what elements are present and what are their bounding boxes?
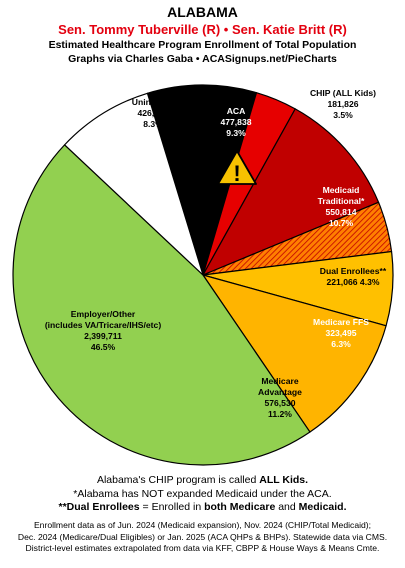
footer-line-2: Dec. 2024 (Medicare/Dual Eligibles) or J…: [17, 531, 388, 542]
notes: Alabama's CHIP program is called ALL Kid…: [0, 474, 405, 515]
slice-label-aca: ACA 477,838 9.3%: [220, 106, 251, 138]
state-title: ALABAMA: [167, 4, 238, 20]
medicaid-note: *Alabama has NOT expanded Medicaid under…: [73, 487, 332, 500]
dual-and: and: [278, 501, 296, 513]
slice-label-medicaid: Medicaid Traditional* 550,814 10.7%: [318, 185, 365, 228]
warning-triangle-icon: !: [217, 150, 257, 186]
slice-label-dual: Dual Enrollees** 221,066 4.3%: [320, 266, 387, 287]
dual-medicare: Medicare: [226, 501, 279, 513]
slice-label-chip: CHIP (ALL Kids) 181,826 3.5%: [310, 88, 376, 120]
warning-triangle-shape: [217, 150, 257, 185]
chip-note: Alabama's CHIP program is called ALL Kid…: [0, 474, 405, 488]
slice-label-employer: Employer/Other (includes VA/Tricare/IHS/e…: [45, 309, 162, 352]
senators-subtitle: Sen. Tommy Tuberville (R) • Sen. Katie B…: [58, 22, 347, 37]
pie-slice-medicare-adv: [202, 274, 387, 433]
footer-line-1: Enrollment data as of Jun. 2024 (Medicai…: [33, 520, 372, 530]
dual-both: both: [204, 501, 227, 513]
pie-chart: ACA 477,838 9.3% CHIP (ALL Kids) 181,826 3.5%…: [12, 84, 394, 466]
pie-slice-medicaid: [202, 108, 380, 276]
slice-label-medicare-ffs: Medicare FFS 323,495 6.3%: [313, 317, 369, 349]
dual-mid: = Enrolled in: [139, 501, 205, 513]
slice-label-uninsured: Uninsured 426,419 8.3%: [132, 97, 175, 129]
chip-note-text: Alabama's CHIP program is called: [96, 474, 260, 486]
warning-exclamation: !: [233, 161, 240, 186]
chip-name: ALL Kids.: [259, 474, 309, 486]
chart-subtitle: Estimated Healthcare Program Enrollment …: [48, 39, 357, 51]
dual-end: Medicaid.: [295, 501, 347, 513]
pie-slice-uninsured: [63, 92, 204, 276]
pie-slice-employer: [12, 144, 311, 466]
footer: Enrollment data as of Jun. 2024 (Medicai…: [4, 520, 401, 555]
dual-term: **Dual Enrollees: [58, 501, 140, 513]
chart-header: ALABAMA Sen. Tommy Tuberville (R) • Sen.…: [0, 4, 405, 66]
pie-slice-aca: [146, 84, 258, 276]
dual-note: **Dual Enrollees = Enrolled in both Medi…: [0, 501, 405, 515]
footer-line-3: District-level estimates extrapolated fr…: [25, 543, 380, 553]
chart-credits: Graphs via Charles Gaba • ACASignups.net…: [68, 53, 337, 65]
slice-label-medicare-adv: Medicare Advantage 576,530 11.2%: [258, 376, 302, 419]
